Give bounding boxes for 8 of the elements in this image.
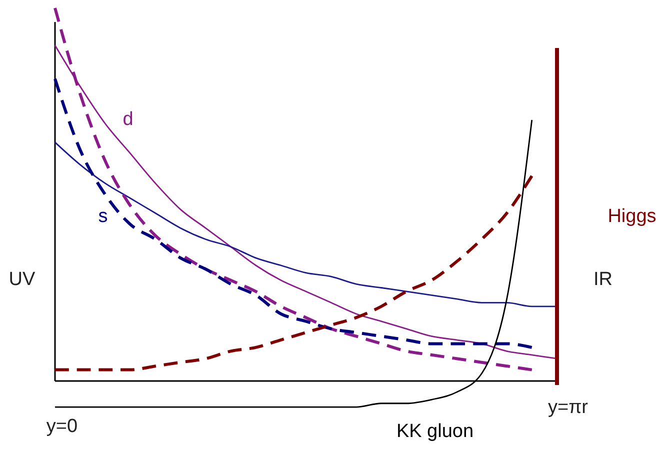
text: UV [8,269,36,290]
series-label: KK gluon [396,421,474,442]
series-label: s [98,206,108,227]
series-label: d [122,109,134,130]
text: y=0 [46,416,78,437]
text: IR [594,269,612,290]
text: Higgs [608,206,656,227]
annotation: y=πr [548,397,589,418]
